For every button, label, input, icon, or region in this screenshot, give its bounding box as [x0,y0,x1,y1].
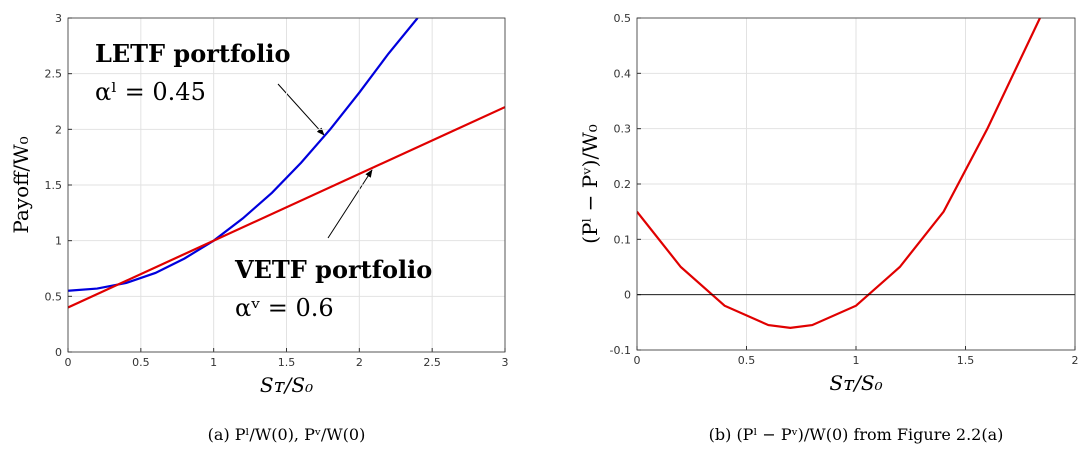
y-tick-label: 1.5 [45,179,63,192]
annotation: αˡ = 0.45 [95,78,206,106]
x-tick-label: 1.5 [957,354,975,367]
y-axis-label: Payoff/W₀ [9,136,33,233]
annotation-arrow [327,169,373,239]
x-tick-label: 2.5 [423,356,441,369]
x-axis-label: Sᴛ/S₀ [829,371,882,395]
x-tick-label: 2 [1072,354,1079,367]
y-tick-label: 0.1 [614,233,632,246]
annotation-arrow [277,83,325,136]
y-tick-label: -0.1 [610,344,631,357]
x-tick-label: 1 [853,354,860,367]
x-tick-label: 1.5 [278,356,296,369]
annotation: LETF portfolio [95,39,291,68]
x-tick-label: 1 [210,356,217,369]
y-axis-label: (Pˡ − Pᵛ)/W₀ [578,124,602,244]
y-tick-label: 2.5 [45,68,63,81]
y-tick-label: 2 [55,123,62,136]
annotation: VETF portfolio [234,255,432,284]
series-line [637,18,1041,329]
y-tick-label: 0 [55,346,62,359]
axes-box [67,17,506,353]
y-tick-label: 0.5 [614,12,632,25]
x-tick-label: 3 [502,356,509,369]
x-tick-label: 0.5 [132,356,150,369]
x-tick-label: 2 [356,356,363,369]
y-tick-label: 0 [624,289,631,302]
y-tick-label: 1 [55,235,62,248]
x-tick-label: 0.5 [738,354,756,367]
x-axis-label: Sᴛ/S₀ [260,373,313,397]
series-line [68,106,505,309]
x-tick-label: 0 [65,356,72,369]
y-tick-label: 0.4 [614,67,632,80]
y-tick-label: 0.3 [614,123,632,136]
caption: (a) Pˡ/W(0), Pᵛ/W(0) [208,425,366,444]
series-line [68,18,419,292]
y-tick-label: 0.2 [614,178,632,191]
caption: (b) (Pˡ − Pᵛ)/W(0) from Figure 2.2(a) [709,425,1004,444]
y-tick-label: 0.5 [45,290,63,303]
annotation: αᵛ = 0.6 [235,294,334,322]
y-tick-label: 3 [55,12,62,25]
axes-box [636,17,1076,351]
x-tick-label: 0 [634,354,641,367]
